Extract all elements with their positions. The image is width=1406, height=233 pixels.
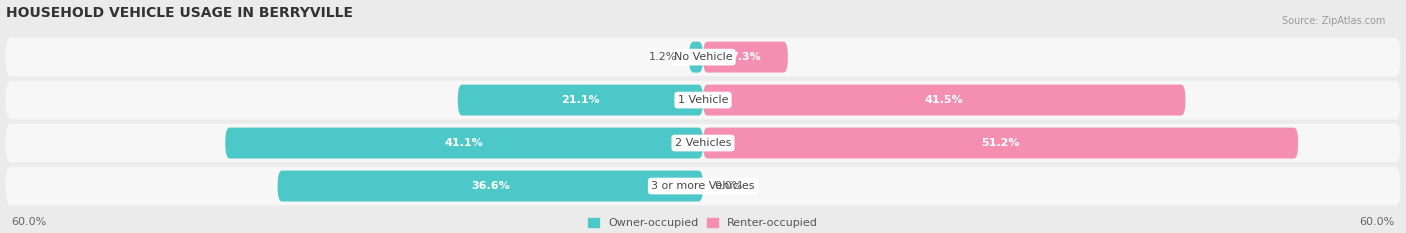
FancyBboxPatch shape — [6, 124, 1400, 162]
Text: No Vehicle: No Vehicle — [673, 52, 733, 62]
FancyBboxPatch shape — [277, 171, 703, 202]
Text: 1.2%: 1.2% — [650, 52, 678, 62]
FancyBboxPatch shape — [689, 42, 703, 73]
FancyBboxPatch shape — [6, 167, 1400, 205]
Text: 36.6%: 36.6% — [471, 181, 509, 191]
Text: 21.1%: 21.1% — [561, 95, 600, 105]
Text: 1 Vehicle: 1 Vehicle — [678, 95, 728, 105]
Text: 2 Vehicles: 2 Vehicles — [675, 138, 731, 148]
Text: 3 or more Vehicles: 3 or more Vehicles — [651, 181, 755, 191]
Text: HOUSEHOLD VEHICLE USAGE IN BERRYVILLE: HOUSEHOLD VEHICLE USAGE IN BERRYVILLE — [6, 6, 353, 20]
Text: 7.3%: 7.3% — [730, 52, 761, 62]
Text: Source: ZipAtlas.com: Source: ZipAtlas.com — [1281, 16, 1385, 26]
Text: 41.5%: 41.5% — [925, 95, 963, 105]
Text: 51.2%: 51.2% — [981, 138, 1019, 148]
FancyBboxPatch shape — [703, 85, 1185, 116]
FancyBboxPatch shape — [458, 85, 703, 116]
Legend: Owner-occupied, Renter-occupied: Owner-occupied, Renter-occupied — [588, 218, 818, 228]
FancyBboxPatch shape — [225, 128, 703, 158]
FancyBboxPatch shape — [703, 128, 1298, 158]
Text: 60.0%: 60.0% — [11, 217, 46, 227]
Text: 0.0%: 0.0% — [714, 181, 742, 191]
Text: 60.0%: 60.0% — [1360, 217, 1395, 227]
FancyBboxPatch shape — [703, 42, 787, 73]
FancyBboxPatch shape — [6, 81, 1400, 120]
Text: 41.1%: 41.1% — [444, 138, 484, 148]
FancyBboxPatch shape — [6, 38, 1400, 76]
